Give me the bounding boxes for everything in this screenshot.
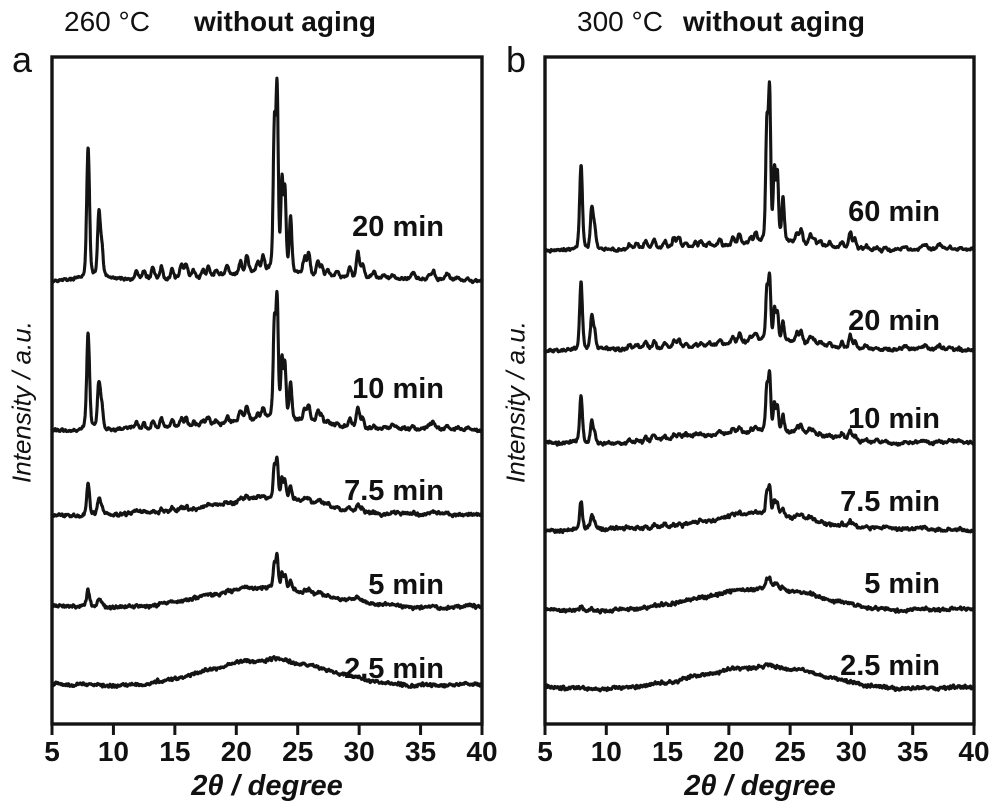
x-tick-label-b-5: 5 bbox=[537, 736, 553, 767]
xrd-trace-b-10-min bbox=[543, 369, 976, 447]
x-tick-label-b-30: 30 bbox=[835, 736, 867, 767]
x-tick-label-b-35: 35 bbox=[897, 736, 929, 767]
xrd-trace-b-5-min bbox=[543, 575, 976, 615]
x-tick-label-a-35: 35 bbox=[404, 736, 437, 767]
xrd-trace-a-2-5-min bbox=[50, 655, 484, 689]
series-label-a-10-min: 10 min bbox=[352, 373, 444, 405]
x-tick-label-a-10: 10 bbox=[97, 736, 129, 767]
x-tick-label-b-15: 15 bbox=[651, 736, 684, 767]
series-label-a-20-min: 20 min bbox=[352, 211, 444, 243]
x-tick-label-a-20: 20 bbox=[220, 736, 252, 767]
series-label-a-7-5-min: 7.5 min bbox=[344, 475, 444, 507]
xrd-trace-a-20-min bbox=[50, 76, 484, 285]
panel-letter-b: b bbox=[506, 39, 527, 80]
series-label-b-7-5-min: 7.5 min bbox=[840, 486, 940, 518]
plot-frame-b bbox=[543, 55, 976, 726]
xrd-trace-a-7-5-min bbox=[50, 455, 484, 520]
panel-a-y-axis-label: Intensity / a.u. bbox=[6, 321, 37, 483]
panel-b-y-axis-label: Intensity / a.u. bbox=[500, 321, 531, 483]
xrd-trace-b-60-min bbox=[543, 80, 976, 254]
panel-a-temperature-title: 260 °C bbox=[64, 6, 150, 37]
xrd-trace-a-10-min bbox=[50, 289, 484, 435]
series-label-b-2-5-min: 2.5 min bbox=[840, 650, 940, 682]
panel-b-temperature-title: 300 °C bbox=[577, 6, 663, 37]
series-label-b-5-min: 5 min bbox=[864, 568, 940, 600]
series-label-a-5-min: 5 min bbox=[368, 569, 444, 601]
x-tick-label-a-5: 5 bbox=[44, 736, 60, 767]
x-tick-label-a-25: 25 bbox=[282, 736, 314, 767]
x-tick-label-a-30: 30 bbox=[343, 736, 375, 767]
x-tick-label-b-20: 20 bbox=[713, 736, 745, 767]
panel-b-aging-title: without aging bbox=[683, 6, 865, 37]
plot-frame-a bbox=[50, 55, 484, 726]
panel-a-aging-title: without aging bbox=[194, 6, 376, 37]
series-label-b-10-min: 10 min bbox=[848, 403, 940, 435]
series-label-b-20-min: 20 min bbox=[848, 305, 940, 337]
series-label-b-60-min: 60 min bbox=[848, 196, 940, 228]
x-tick-label-b-40: 40 bbox=[958, 736, 990, 767]
x-tick-label-b-10: 10 bbox=[590, 736, 622, 767]
x-tick-label-a-40: 40 bbox=[466, 736, 498, 767]
xrd-trace-b-20-min bbox=[543, 271, 976, 354]
panel-letter-a: a bbox=[12, 39, 33, 80]
xrd-trace-b-2-5-min bbox=[543, 662, 976, 693]
x-tick-label-b-25: 25 bbox=[774, 736, 806, 767]
xrd-trace-b-7-5-min bbox=[543, 483, 976, 535]
panel-a-x-axis-label: 2θ / degree bbox=[191, 770, 343, 802]
series-label-a-2-5-min: 2.5 min bbox=[344, 653, 444, 685]
x-tick-label-a-15: 15 bbox=[159, 736, 191, 767]
xrd-trace-a-5-min bbox=[50, 551, 484, 612]
panel-b-x-axis-label: 2θ / degree bbox=[684, 770, 836, 802]
